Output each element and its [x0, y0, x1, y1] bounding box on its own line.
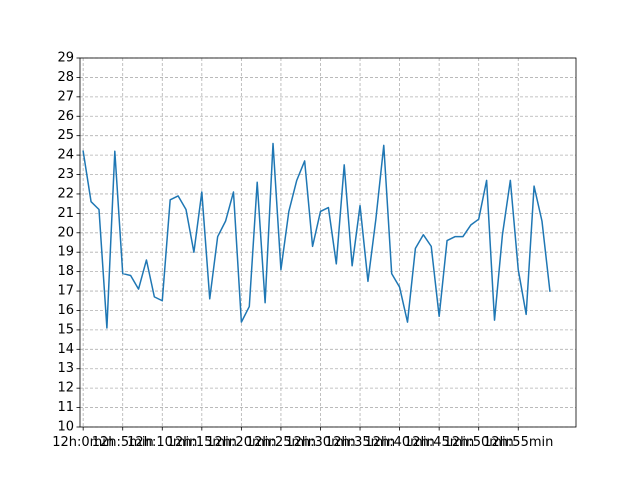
series-line: [82, 142, 551, 329]
y-tick-label: 23: [57, 167, 74, 182]
y-axis: 10 11 12 13 14 15 16 17 18 19 20 21 22 23 24 25 26 27 28 29: [57, 51, 80, 435]
y-tick-label: 10: [57, 420, 74, 435]
x-tick-label: 12h:30min: [285, 435, 355, 450]
y-tick-label: 11: [57, 400, 74, 415]
y-tick-label: 29: [57, 51, 74, 66]
y-tick-label: 18: [57, 264, 74, 279]
y-tick-label: 16: [57, 303, 74, 318]
y-tick-label: 12: [57, 381, 74, 396]
y-tick-label: 17: [57, 284, 74, 299]
plot-frame: [79, 57, 577, 428]
y-tick-label: 19: [57, 245, 74, 260]
x-tick-label: 12h:35min: [325, 435, 395, 450]
x-tick-label: 12h:15min: [167, 435, 237, 450]
x-tick-label: 12h:50min: [444, 435, 514, 450]
y-tick-label: 20: [57, 225, 74, 240]
grid-lines: [80, 57, 576, 428]
y-tick-label: 27: [57, 89, 74, 104]
x-tick-label: 12h:0min: [52, 435, 114, 450]
x-tick-label: 12h:20min: [206, 435, 276, 450]
y-tick-label: 28: [57, 70, 74, 85]
y-tick-label: 24: [57, 148, 74, 163]
y-tick-label: 14: [57, 342, 74, 357]
y-tick-label: 21: [57, 206, 74, 221]
y-tick-label: 25: [57, 128, 74, 143]
x-tick-label: 12h:45min: [404, 435, 474, 450]
x-tick-label: 12h:40min: [364, 435, 434, 450]
x-axis: 12h:0min12h:5min12h:10min12h:15min12h:20…: [52, 427, 553, 450]
x-tick-label: 12h:10min: [127, 435, 197, 450]
x-tick-label: 12h:55min: [483, 435, 553, 450]
x-tick-label: 12h:5min: [92, 435, 154, 450]
y-tick-label: 26: [57, 109, 74, 124]
y-tick-label: 13: [57, 361, 74, 376]
x-tick-label: 12h:25min: [246, 435, 316, 450]
y-tick-label: 15: [57, 322, 74, 337]
y-tick-label: 22: [57, 186, 74, 201]
